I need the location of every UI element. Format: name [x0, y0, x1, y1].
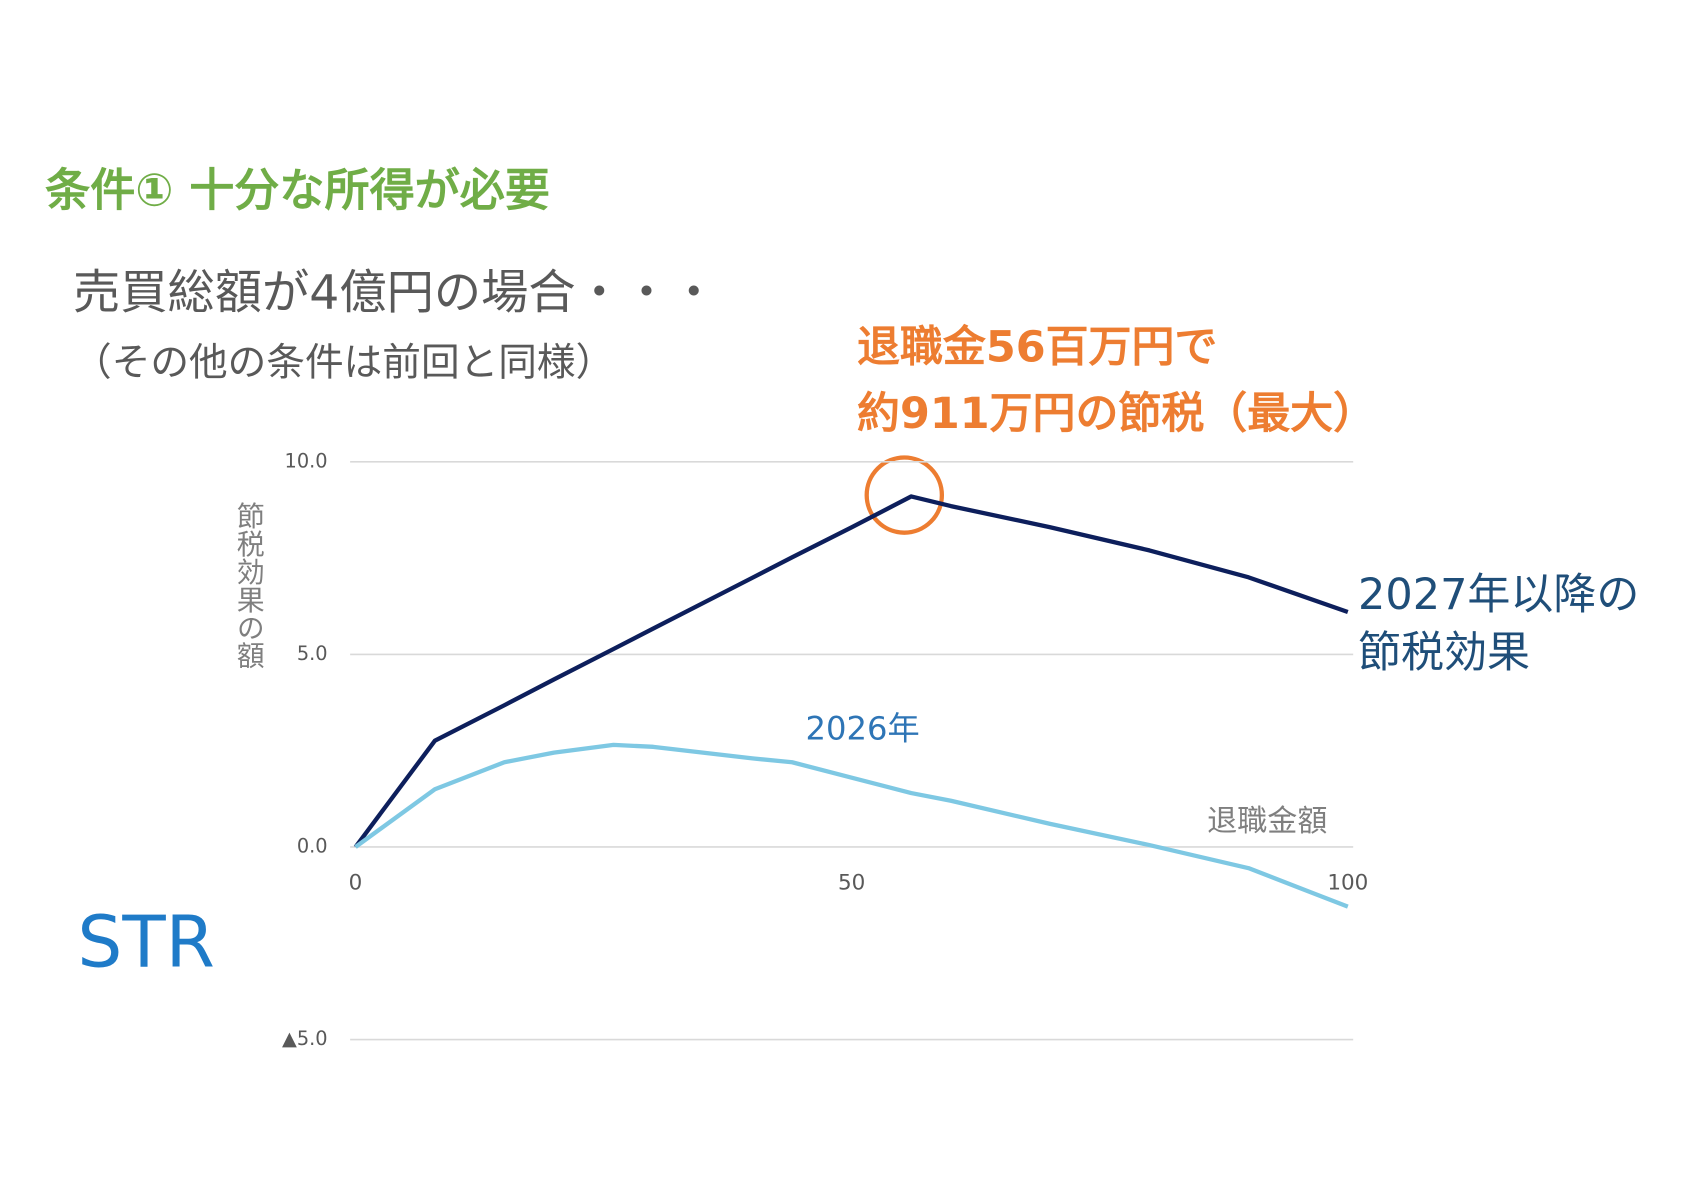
title: 売買総額が4億円の場合・・・ — [73, 265, 717, 320]
heading: 条件① 十分な所得が必要 — [45, 163, 550, 216]
y-tick-label: 5.0 — [297, 642, 328, 665]
annotation: 退職金56百万円で — [857, 323, 1217, 373]
series-line — [353, 494, 1349, 849]
y-tick-label: ▲5.0 — [282, 1027, 328, 1050]
x-axis-label: 退職金額 — [1207, 804, 1327, 839]
series-line — [354, 742, 1349, 909]
y-axis-label: 節税効果の額 — [233, 501, 266, 669]
series-label: 2027年以降の節税効果 — [1358, 570, 1640, 678]
x-tick-label: 50 — [838, 870, 865, 895]
y-tick-label: 0.0 — [297, 834, 328, 857]
annotation: 約911万円の節税（最大） — [857, 389, 1376, 439]
y-tick-label: 10.0 — [285, 449, 328, 472]
x-tick-label: 0 — [349, 870, 363, 895]
subtitle: （その他の条件は前回と同様） — [73, 341, 614, 386]
logo: STR — [77, 901, 215, 984]
highlight-circle — [864, 455, 945, 535]
series-label: 2026年 — [805, 709, 919, 747]
x-tick-label: 100 — [1327, 870, 1368, 895]
